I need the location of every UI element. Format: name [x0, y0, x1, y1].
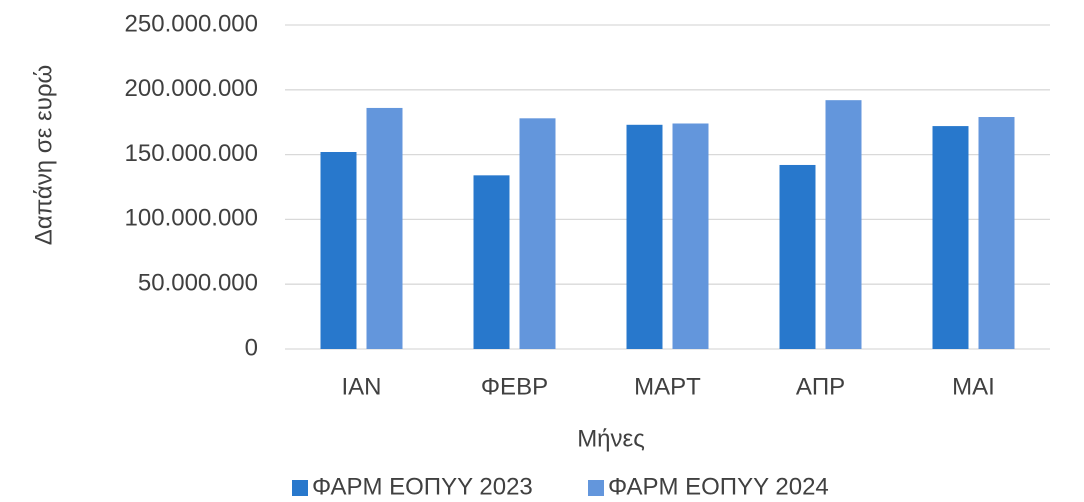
bar: [932, 126, 969, 349]
legend-label: ΦΑΡΜ ΕΟΠΥΥ 2024: [608, 473, 829, 500]
y-tick-label: 50.000.000: [138, 270, 258, 297]
bar: [626, 124, 663, 350]
x-tick-label: ΦΕΒΡ: [481, 373, 548, 400]
y-tick-label: 200.000.000: [125, 75, 258, 102]
bar: [825, 100, 862, 349]
y-tick-label: 0: [245, 334, 258, 361]
y-tick-label: 100.000.000: [125, 205, 258, 232]
x-tick-label: ΜΑΡΤ: [634, 373, 701, 400]
y-tick-label: 250.000.000: [125, 10, 258, 37]
bar: [779, 164, 816, 349]
bar: [978, 117, 1015, 350]
bar: [519, 118, 556, 349]
y-tick-label: 150.000.000: [125, 140, 258, 167]
bar: [473, 175, 510, 349]
x-tick-label: ΑΠΡ: [796, 373, 845, 400]
x-tick-label: ΜΑΙ: [952, 373, 995, 400]
legend-label: ΦΑΡΜ ΕΟΠΥΥ 2023: [312, 473, 533, 500]
bar: [672, 123, 709, 349]
y-axis-title: Δαπάνη σε ευρώ: [30, 65, 57, 245]
x-axis-title: Μήνες: [577, 425, 645, 452]
legend-swatch: [292, 480, 308, 496]
x-tick-label: ΙΑΝ: [341, 373, 381, 400]
bar: [320, 152, 357, 349]
legend-swatch: [588, 480, 604, 496]
bar: [366, 107, 403, 349]
